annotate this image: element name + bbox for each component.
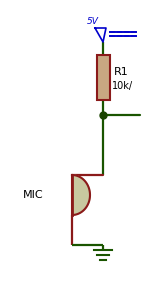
Text: 5V: 5V [87,17,99,26]
Text: 10k/: 10k/ [111,81,133,90]
Polygon shape [72,175,90,215]
Text: MIC: MIC [23,190,44,200]
Text: R1: R1 [113,67,128,77]
Bar [97,55,109,100]
